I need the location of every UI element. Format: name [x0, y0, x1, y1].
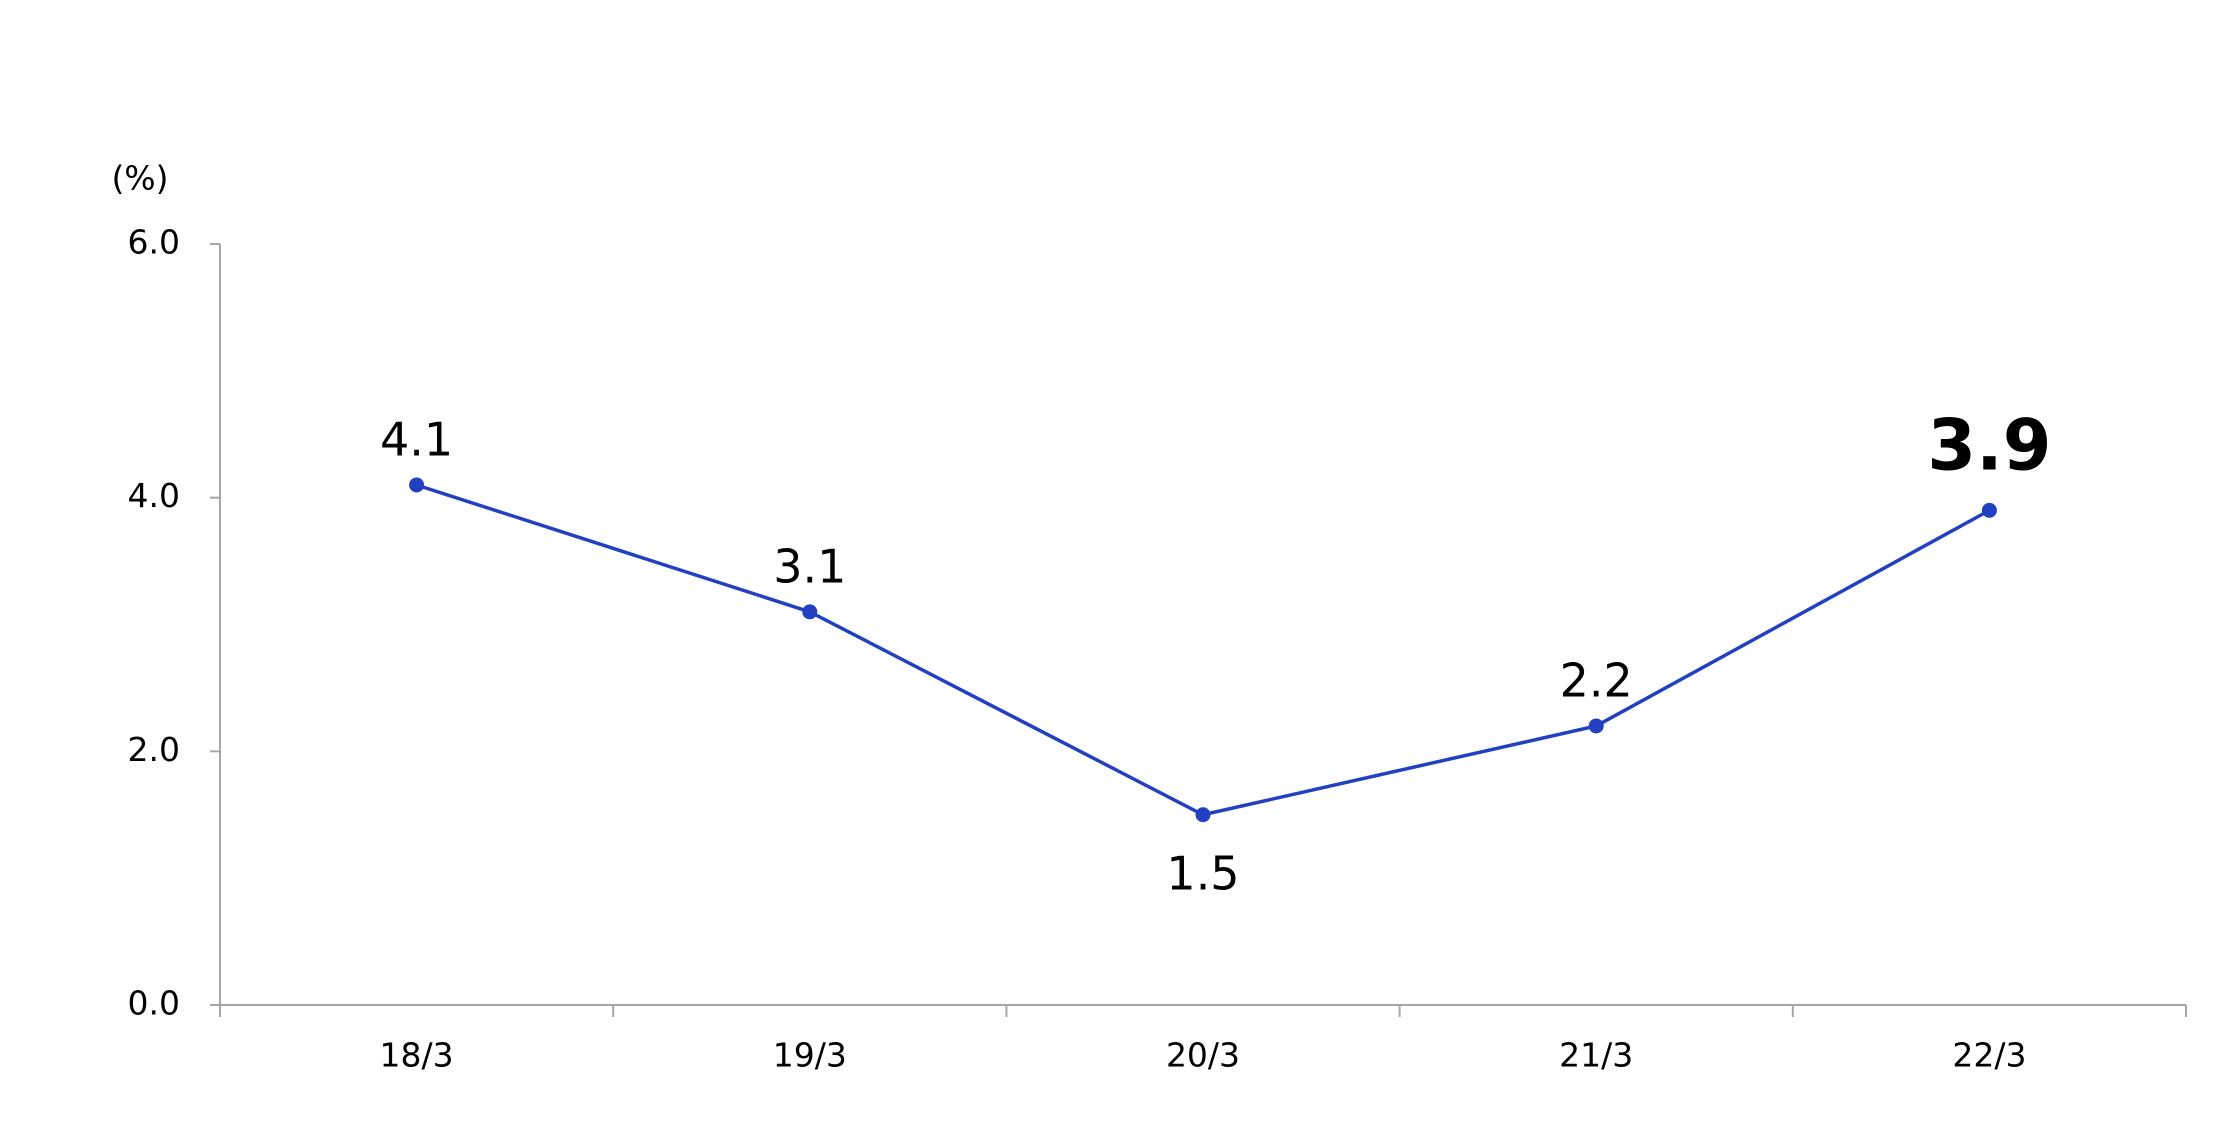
y-tick-label: 4.0	[128, 476, 180, 515]
x-tick-label: 22/3	[1952, 1036, 2026, 1075]
x-tick-label: 20/3	[1166, 1036, 1240, 1075]
data-label: 2.2	[1560, 653, 1633, 707]
data-point	[1588, 718, 1604, 734]
x-tick-label: 19/3	[773, 1036, 847, 1075]
data-point	[1981, 502, 1997, 518]
data-label: 1.5	[1166, 846, 1239, 900]
y-axis-label: (%)	[111, 159, 168, 198]
y-tick-label: 0.0	[128, 984, 180, 1023]
x-tick-label: 21/3	[1559, 1036, 1633, 1075]
y-tick-label: 2.0	[128, 730, 180, 769]
series-line	[416, 483, 1991, 817]
x-tick-label: 18/3	[380, 1036, 454, 1075]
data-label: 4.1	[380, 412, 453, 466]
y-tick-label: 6.0	[128, 223, 180, 262]
data-label: 3.1	[773, 539, 846, 593]
data-point	[1195, 807, 1211, 823]
data-label: 3.9	[1927, 404, 2051, 486]
data-point	[409, 477, 425, 493]
data-point	[802, 604, 818, 620]
